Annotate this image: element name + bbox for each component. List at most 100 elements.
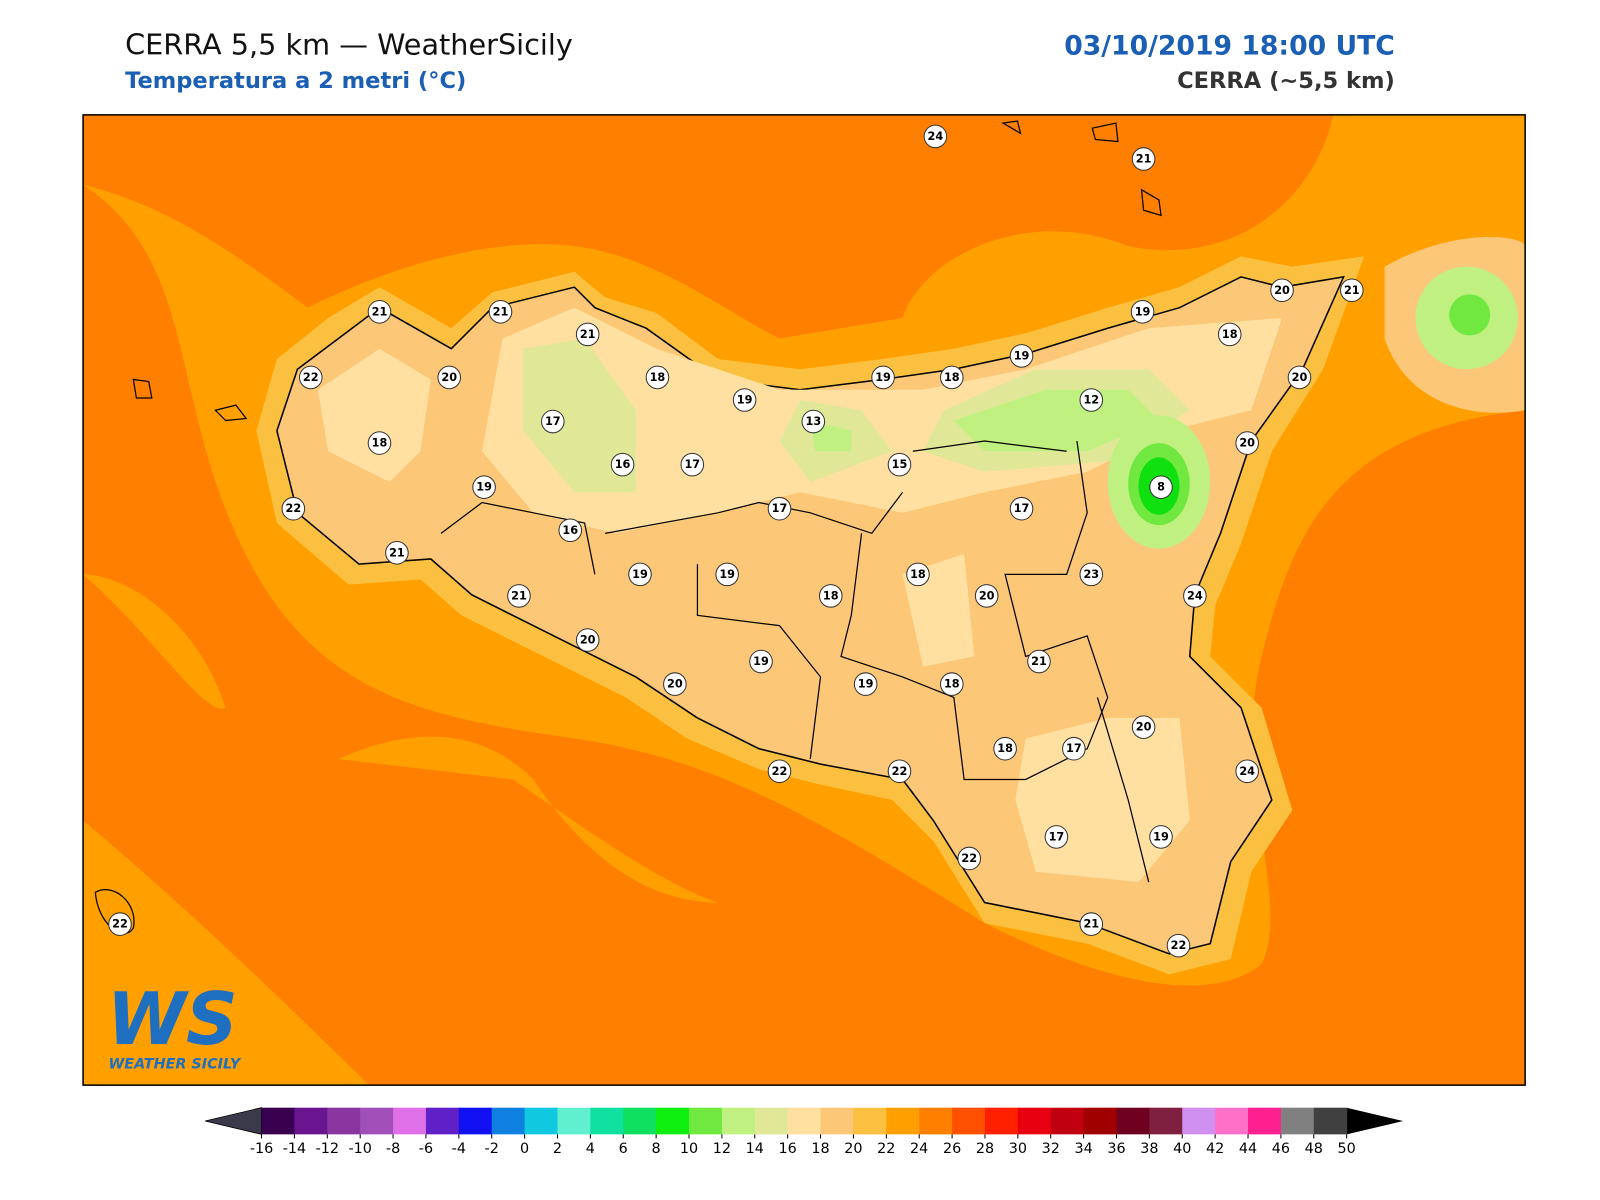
station-marker [1027,649,1051,674]
colorbar-box [294,1107,328,1135]
colorbar-box [984,1107,1019,1135]
station-value: 24 [1239,765,1255,778]
station-marker [1130,300,1155,324]
station-marker [1131,715,1156,739]
station-marker [663,672,687,696]
colorbar-tick-label: 38 [1140,1141,1158,1157]
title: CERRA 5,5 km — WeatherSicily [125,27,573,61]
colorbar-box [952,1107,986,1135]
colorbar-tick-label: 14 [746,1141,764,1157]
colorbar-box [425,1107,460,1135]
station-value: 19 [858,678,874,691]
station-marker [1009,344,1034,368]
station-value: 20 [667,678,683,691]
station-marker [108,912,132,936]
station-marker [749,649,773,674]
station-value: 22 [303,371,319,384]
colorbar-tick-label: 8 [652,1141,661,1157]
colorbar-box [524,1107,558,1135]
station-value: 19 [875,371,891,384]
station-value: 17 [1066,742,1082,755]
station-marker [906,562,930,587]
station-value: 17 [1049,830,1065,843]
station-marker [507,584,531,608]
station-value: 23 [1083,568,1099,581]
station-value: 21 [389,546,405,559]
station-marker [939,365,964,390]
colorbar-box [360,1107,394,1135]
station-value: 17 [1014,502,1030,515]
colorbar-under [205,1107,262,1135]
colorbar-box [853,1107,887,1135]
station-value: 18 [910,568,926,581]
station-value: 22 [112,918,128,931]
colorbar-tick-label: 26 [943,1141,961,1157]
colorbar-tick-label: 2 [553,1141,562,1157]
colorbar-tick-label: -16 [250,1141,273,1157]
station-value: 18 [944,678,960,691]
station-marker [628,562,652,587]
colorbar-box [261,1107,295,1135]
station-marker [367,431,392,455]
colorbar-tick-label: 18 [811,1141,829,1157]
station-value: 21 [372,305,388,318]
station-marker [1009,496,1034,521]
colorbar-box [393,1107,427,1135]
station-value: 17 [545,415,561,428]
station-marker [887,759,912,784]
colorbar-box [1313,1107,1348,1135]
station-marker [1166,933,1191,958]
colorbar-box [1149,1107,1183,1135]
station-marker [645,365,670,390]
station-marker [575,628,600,652]
station-value: 19 [632,568,648,581]
station-value: 18 [823,589,839,602]
station-marker [923,124,948,149]
colorbar-box [1050,1107,1085,1135]
colorbar-box [721,1107,756,1135]
station-marker [1149,825,1173,849]
station-value: 21 [580,328,596,341]
station-value: 8 [1157,481,1165,494]
station-value: 19 [753,655,769,668]
station-marker [871,365,895,390]
station-value: 20 [441,371,457,384]
colorbar-box [1215,1107,1249,1135]
station-marker [1217,322,1242,347]
colorbar-tick-label: -12 [316,1141,339,1157]
colorbar-box [689,1107,723,1135]
colorbar-tick-label: 6 [619,1141,628,1157]
station-value: 15 [892,458,908,471]
station-marker [367,300,392,324]
colorbar-tick-label: -6 [419,1141,433,1157]
colorbar-box [1083,1107,1118,1135]
logo-name: WEATHER SICILY [108,1057,241,1073]
station-marker [1079,912,1104,936]
station-marker [1062,736,1086,761]
station-marker [957,846,982,871]
colorbar-box [590,1107,624,1135]
station-value: 21 [1136,152,1152,165]
colorbar-tick-label: 4 [586,1141,595,1157]
colorbar-box [1182,1107,1216,1135]
colorbar-tick-label: 42 [1206,1141,1224,1157]
station-value: 16 [615,458,631,471]
station-marker [1079,388,1104,412]
station-value: 20 [1136,721,1152,734]
station-value: 12 [1083,394,1099,407]
station-value: 20 [979,589,995,602]
station-marker [575,322,600,347]
colorbar-over [1346,1107,1404,1135]
station-marker [680,452,705,477]
station-marker [974,584,999,608]
station-marker [993,736,1017,761]
station-value: 22 [285,502,301,515]
station-marker [1131,147,1156,171]
colorbar-tick-label: 32 [1042,1141,1060,1157]
logo-mark: WS [107,977,238,1061]
station-marker [1339,278,1364,303]
station-marker [558,518,583,543]
colorbar-tick-label: 22 [877,1141,895,1157]
station-value: 18 [650,371,666,384]
colorbar-box [1280,1107,1315,1135]
